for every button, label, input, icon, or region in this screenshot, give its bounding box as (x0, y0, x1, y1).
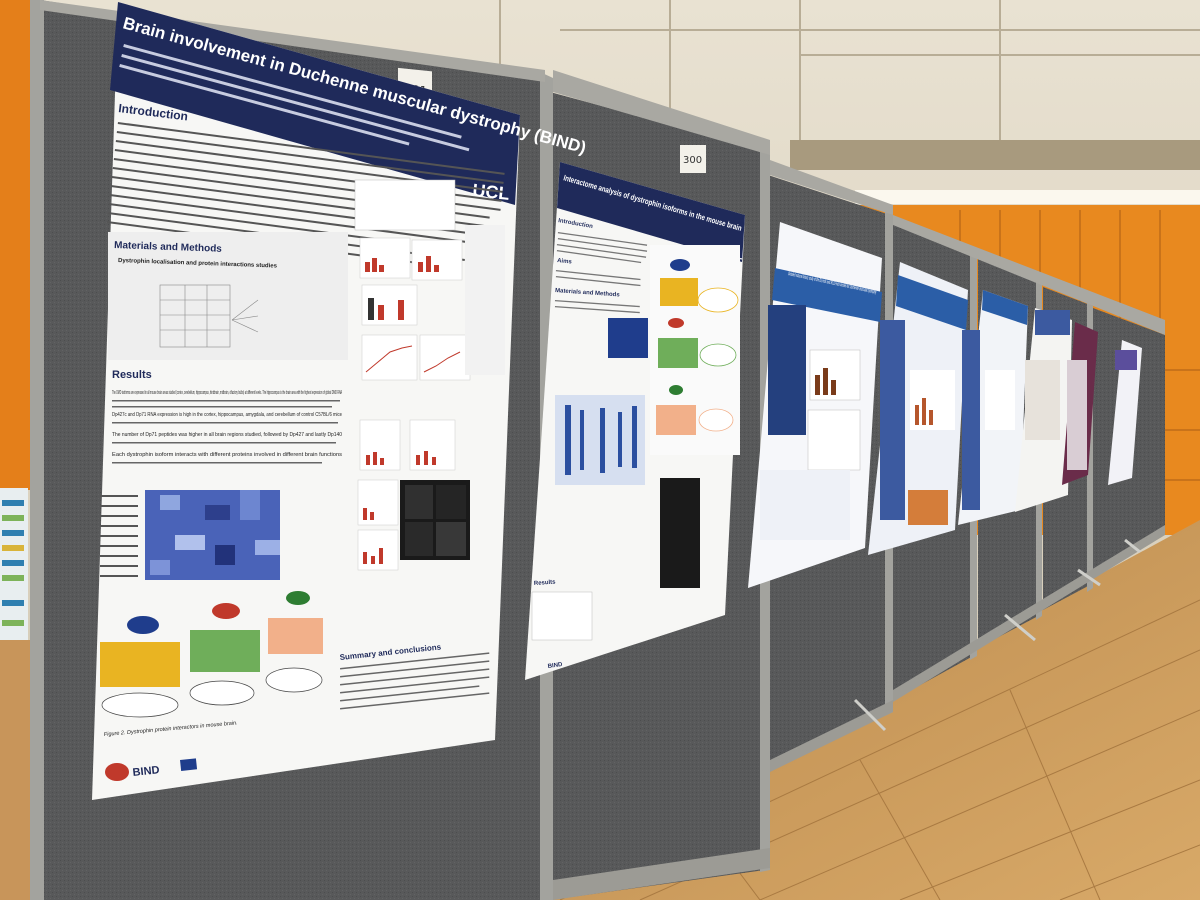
poster-third-sidebar (768, 305, 806, 435)
poster-main-footer-logo: BIND (132, 764, 160, 779)
poster-second-table (608, 318, 648, 358)
poster-main-results-bullet-4: Each dystrophin isoform interacts with d… (112, 452, 343, 458)
poster-third-header (772, 268, 882, 322)
poster-fourth-chart-2 (908, 490, 948, 525)
poster-third-bar-3 (831, 380, 836, 395)
poster-main-heatmap-labels (100, 495, 138, 577)
poster-main-results-heading: Results (112, 369, 152, 381)
poster-main-results-extra-lines (112, 400, 340, 464)
poster-third-bar-2 (823, 368, 828, 395)
poster-main-results-bars (357, 419, 456, 571)
poster-main-methods-heading: Materials and Methods (114, 240, 223, 255)
poster-second-materials-heading: Materials and Methods (555, 288, 621, 299)
left-small-poster-bars (2, 500, 24, 626)
poster-sixth-chart (1025, 360, 1060, 440)
poster-third-bar-1 (815, 375, 820, 395)
poster-seventh-body (1067, 360, 1087, 470)
poster-second-text-lines (554, 231, 648, 314)
poster-fourth-bar-2 (922, 398, 926, 425)
poster-main-results-bullet-2: Dp427c and Dp71 RNA expression is high i… (112, 412, 342, 418)
poster-main-heatmap (145, 490, 280, 580)
poster-sixth (1015, 308, 1072, 512)
poster-main-results-bullet-3: The number of Dp71 peptides was higher i… (112, 432, 342, 438)
poster-sixth-header (1035, 310, 1070, 335)
board-number-2: 300 (683, 155, 702, 166)
poster-main-interactors-diagram (100, 591, 323, 718)
poster-main-microscopy (400, 480, 470, 560)
board-tag-2 (680, 145, 706, 173)
poster-third-chart-3 (760, 470, 850, 540)
poster-third-chart-2 (807, 409, 861, 471)
poster-main-summary-lines (340, 652, 490, 710)
poster-second-micro (660, 478, 700, 588)
poster-main-header (110, 2, 520, 205)
poster-second-aims-heading: Aims (557, 258, 573, 266)
poster-second-scatter (531, 591, 593, 641)
ceiling-light (855, 190, 1200, 204)
poster-fourth-sidebar (880, 320, 905, 520)
poster-fifth (958, 290, 1028, 525)
poster-fourth (868, 262, 968, 555)
poster-eighth (1108, 340, 1142, 485)
poster-fifth-sidebar (962, 330, 980, 510)
poster-fifth-header (982, 290, 1028, 325)
board-feet (853, 538, 1141, 732)
poster-second-gel-bands (565, 405, 637, 475)
poster-eighth-sheet (1108, 340, 1142, 485)
poster-second: Interactome analysis of dystrophin isofo… (525, 162, 745, 680)
wall-panels (499, 0, 1200, 150)
poster-main-methods-box (108, 232, 348, 360)
poster-fourth-header (896, 275, 968, 330)
poster-eighth-header (1115, 350, 1137, 370)
poster-second-flow-boxes (656, 259, 739, 435)
poster-fifth-chart (985, 370, 1015, 430)
poster-main-eu-flag-icon (180, 758, 198, 771)
poster-main-authors (119, 44, 470, 152)
poster-second-footer-logo: BIND (547, 662, 563, 670)
bottom-rails (553, 525, 1165, 900)
poster-main-footer-logo-icon (105, 763, 129, 781)
poster-main-figure1-charts (354, 179, 505, 381)
poster-seventh (1062, 322, 1098, 485)
ceiling-soffit (790, 140, 1200, 170)
poster-third: Detailed natural history study of the D2… (748, 222, 882, 588)
poster-main-results-bullet-1: The DMD isoforms are expressed in all mo… (112, 390, 342, 396)
poster-second-header (557, 162, 745, 262)
poster-main-methods-table (159, 284, 259, 348)
poster-second-results-heading: Results (534, 579, 557, 587)
poster-main-methods-sub: Dystrophin localisation and protein inte… (118, 258, 278, 270)
poster-fourth-bar-1 (915, 405, 919, 425)
floor-left (0, 640, 35, 900)
poster-fourth-bar-3 (929, 410, 933, 425)
